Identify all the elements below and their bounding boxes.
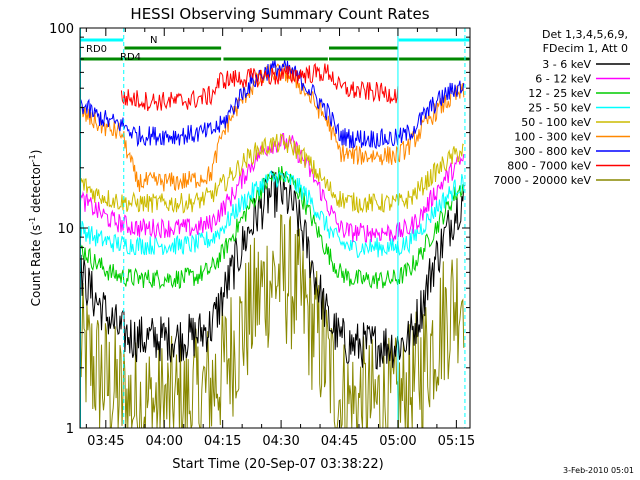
flag-label-rd4: RD4 xyxy=(120,52,141,63)
legend-label-7: 800 - 7000 keV xyxy=(507,160,591,173)
x-tick-label-6: 05:15 xyxy=(438,434,475,449)
y-axis-label-part-2: detector xyxy=(29,162,43,217)
y-tick-label-10: 10 xyxy=(57,222,74,237)
x-tick-label-3: 04:30 xyxy=(262,434,299,449)
legend-label-1: 6 - 12 keV xyxy=(535,73,591,86)
x-axis-ticks: 03:45 04:00 04:15 04:30 04:45 05:00 05:15 xyxy=(85,28,475,449)
x-tick-label-1: 04:00 xyxy=(146,434,183,449)
legend-label-6: 300 - 800 keV xyxy=(514,145,591,158)
y-axis-label-sup-2: -1 xyxy=(28,154,37,162)
series-line-8 xyxy=(79,214,465,429)
x-tick-label-2: 04:15 xyxy=(204,434,241,449)
y-tick-label-1: 1 xyxy=(66,422,74,437)
footer-date: 3-Feb-2010 05:01 xyxy=(563,466,634,475)
y-axis-label-part-3: ) xyxy=(29,150,43,155)
legend: Det 1,3,4,5,6,9, FDecim 1, Att 0 3 - 6 k… xyxy=(493,28,630,187)
flag-label-n: N xyxy=(150,35,157,46)
series-layer xyxy=(79,59,465,429)
y-axis-label-sup-1: -1 xyxy=(28,217,37,225)
x-tick-label-5: 05:00 xyxy=(379,434,416,449)
legend-label-0: 3 - 6 keV xyxy=(542,58,591,71)
y-tick-label-100: 100 xyxy=(49,22,74,37)
x-tick-label-4: 04:45 xyxy=(321,434,358,449)
legend-header-1: Det 1,3,4,5,6,9, xyxy=(542,28,628,41)
legend-label-4: 50 - 100 keV xyxy=(521,116,591,129)
y-axis-label-part-1: Count Rate (s xyxy=(29,225,43,307)
x-axis-label: Start Time (20-Sep-07 03:38:22) xyxy=(172,457,383,472)
legend-label-2: 12 - 25 keV xyxy=(528,87,591,100)
series-line-7 xyxy=(120,62,399,112)
y-axis-label: Count Rate (s-1 detector-1) xyxy=(28,150,43,307)
series-line-3 xyxy=(79,170,465,258)
legend-label-3: 25 - 50 keV xyxy=(528,102,591,115)
legend-label-8: 7000 - 20000 keV xyxy=(493,174,591,187)
chart-title: HESSI Observing Summary Count Rates xyxy=(130,5,429,23)
series-line-4 xyxy=(79,133,465,214)
legend-header-2: FDecim 1, Att 0 xyxy=(543,42,628,55)
series-line-0 xyxy=(79,170,465,370)
y-axis-ticks xyxy=(80,27,470,429)
legend-label-5: 100 - 300 keV xyxy=(514,131,591,144)
flag-label-rd0: RD0 xyxy=(86,44,107,55)
series-line-2 xyxy=(79,165,464,290)
x-tick-label-0: 03:45 xyxy=(87,434,124,449)
